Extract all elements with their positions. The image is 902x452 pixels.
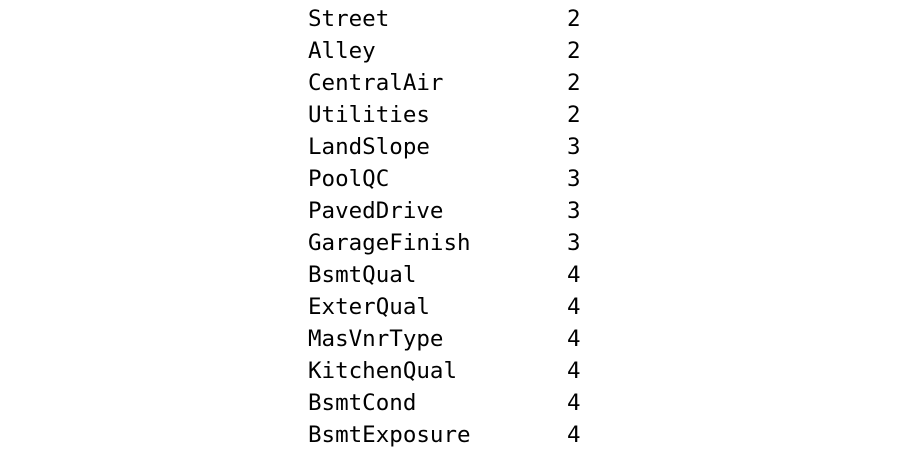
series-row: Utilities 2 — [308, 100, 581, 132]
feature-name: PoolQC — [308, 166, 390, 192]
series-row: LandSlope 3 — [308, 132, 581, 164]
series-row: CentralAir 2 — [308, 68, 581, 100]
unique-count: 3 — [567, 198, 581, 224]
feature-name: PavedDrive — [308, 198, 444, 224]
series-row: PoolQC 3 — [308, 164, 581, 196]
unique-count: 2 — [567, 102, 581, 128]
series-row: BsmtCond 4 — [308, 388, 581, 420]
feature-name: GarageFinish — [308, 230, 471, 256]
feature-name: Street — [308, 6, 390, 32]
unique-count: 4 — [567, 262, 581, 288]
feature-name: BsmtQual — [308, 262, 417, 288]
series-row: PavedDrive 3 — [308, 196, 581, 228]
unique-count: 2 — [567, 70, 581, 96]
unique-count: 2 — [567, 6, 581, 32]
feature-name: LandSlope — [308, 134, 430, 160]
feature-name: BsmtExposure — [308, 422, 471, 448]
feature-name: MasVnrType — [308, 326, 444, 352]
series-row: Alley 2 — [308, 36, 581, 68]
unique-count: 2 — [567, 38, 581, 64]
series-row: MasVnrType 4 — [308, 324, 581, 356]
feature-name: Utilities — [308, 102, 430, 128]
unique-count: 4 — [567, 390, 581, 416]
unique-count: 4 — [567, 358, 581, 384]
feature-name: CentralAir — [308, 70, 444, 96]
unique-count: 4 — [567, 326, 581, 352]
unique-count: 4 — [567, 422, 581, 448]
series-row: BsmtExposure 4 — [308, 420, 581, 452]
unique-count: 3 — [567, 166, 581, 192]
series-output: Street 2 Alley 2 CentralAir 2 Utilities 2 La… — [308, 4, 581, 452]
series-row: KitchenQual 4 — [308, 356, 581, 388]
series-row: BsmtQual 4 — [308, 260, 581, 292]
unique-count: 4 — [567, 294, 581, 320]
series-row: GarageFinish 3 — [308, 228, 581, 260]
series-row: Street 2 — [308, 4, 581, 36]
feature-name: KitchenQual — [308, 358, 458, 384]
unique-count: 3 — [567, 134, 581, 160]
series-row: ExterQual 4 — [308, 292, 581, 324]
feature-name: ExterQual — [308, 294, 430, 320]
unique-count: 3 — [567, 230, 581, 256]
feature-name: Alley — [308, 38, 376, 64]
feature-name: BsmtCond — [308, 390, 417, 416]
